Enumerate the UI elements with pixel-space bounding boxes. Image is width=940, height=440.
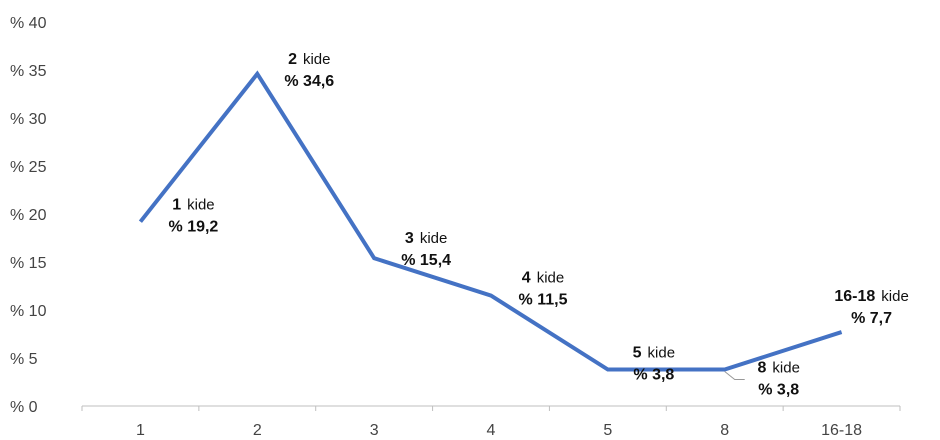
data-label: 5 kide % 3,8 [633, 345, 675, 384]
x-axis: 1 2 3 4 5 8 16-18 [81, 405, 901, 439]
data-label-unit: kide [303, 51, 331, 68]
data-label-leader [724, 371, 745, 381]
x-tick-label: 4 [487, 422, 496, 439]
data-label-number: 16-18 [834, 288, 875, 305]
data-label-unit: kide [772, 360, 800, 377]
y-tick-label: % 35 [10, 63, 47, 80]
data-label: 3 kide % 15,4 [401, 230, 451, 269]
data-label: 8 kide % 3,8 [757, 360, 799, 399]
y-tick-label: % 5 [10, 351, 38, 368]
data-labels: 1 kide % 19,2 2 kide % 34,6 3 kide % 15,4 4 kide % … [169, 51, 909, 399]
y-tick-label: % 0 [10, 399, 38, 416]
y-tick-label: % 20 [10, 207, 47, 224]
data-label-count: 3 kide [405, 230, 447, 247]
data-label-value: % 15,4 [401, 252, 451, 269]
data-label-number: 3 [405, 230, 414, 247]
data-label: 1 kide % 19,2 [169, 197, 219, 236]
y-tick-label: % 25 [10, 159, 47, 176]
x-tick-label: 2 [253, 422, 262, 439]
data-label-unit: kide [537, 270, 565, 287]
data-label-count: 5 kide [633, 345, 675, 362]
data-label-value: % 19,2 [169, 219, 219, 236]
data-label-unit: kide [648, 345, 676, 362]
y-tick-label: % 10 [10, 303, 47, 320]
data-label-number: 2 [288, 51, 297, 68]
data-label-count: 2 kide [288, 51, 330, 68]
x-tick-label: 8 [720, 422, 729, 439]
data-label-number: 1 [172, 197, 181, 214]
data-label-number: 4 [522, 270, 531, 287]
y-tick-label: % 30 [10, 111, 47, 128]
data-label-unit: kide [420, 230, 448, 247]
data-label-value: % 11,5 [519, 292, 568, 309]
x-tick-label: 1 [136, 422, 145, 439]
data-label-count: 16-18 kide [834, 288, 908, 305]
data-label-number: 8 [757, 360, 766, 377]
x-tick-label: 3 [370, 422, 379, 439]
data-label-count: 8 kide [757, 360, 799, 377]
data-label-value: % 3,8 [758, 382, 799, 399]
series-line [138, 70, 843, 372]
data-label-unit: kide [881, 288, 909, 305]
data-label: 2 kide % 34,6 [284, 51, 334, 90]
data-label-value: % 34,6 [284, 73, 334, 90]
series-group [138, 70, 843, 372]
data-label: 4 kide % 11,5 [519, 270, 568, 309]
data-label-value: % 3,8 [633, 367, 674, 384]
data-label-count: 4 kide [522, 270, 564, 287]
y-axis-tick-labels: % 0 % 5 % 10 % 15 % 20 % 25 % 30 % 35 % 40 [10, 15, 47, 416]
x-tick-label: 5 [603, 422, 612, 439]
y-tick-label: % 40 [10, 15, 47, 32]
x-tick-label: 16-18 [821, 422, 862, 439]
data-label-count: 1 kide [172, 197, 214, 214]
data-label-number: 5 [633, 345, 642, 362]
y-tick-label: % 15 [10, 255, 47, 272]
data-label-unit: kide [187, 197, 215, 214]
data-label: 16-18 kide % 7,7 [834, 288, 908, 327]
data-label-value: % 7,7 [851, 310, 892, 327]
